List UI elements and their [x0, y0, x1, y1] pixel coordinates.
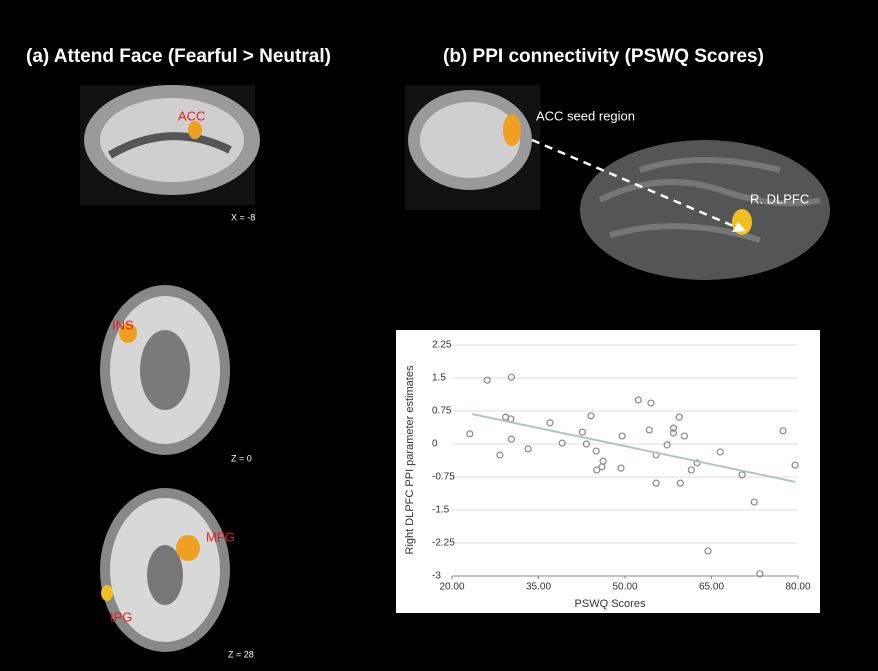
coordinate-label: Z = 0	[231, 453, 252, 463]
coordinate-label: Z = 28	[228, 649, 254, 659]
region-label: MFG	[206, 529, 235, 544]
annotation: R. DLPFC	[750, 191, 809, 206]
page: {"panels": {"a": {"title": "(a) Attend F…	[0, 0, 878, 671]
annotation: ACC seed region	[536, 108, 635, 123]
brain-sagittal	[80, 85, 260, 205]
y-tick-label: 0.75	[432, 406, 452, 417]
brain-axial	[100, 488, 230, 652]
region-label: IPG	[110, 609, 132, 624]
region-label: ACC	[178, 108, 205, 123]
y-tick-label: -2.25	[432, 538, 455, 549]
y-tick-label: 1.5	[432, 373, 446, 384]
y-tick-label: -3	[432, 571, 441, 582]
y-tick-label: 2.25	[432, 340, 452, 351]
x-tick-label: 35.00	[526, 582, 551, 593]
plot-panel	[396, 330, 820, 613]
x-tick-label: 20.00	[439, 582, 464, 593]
coordinate-label: X = -8	[231, 212, 255, 222]
panel-title: (a) Attend Face (Fearful > Neutral)	[26, 46, 331, 67]
x-tick-label: 80.00	[785, 582, 810, 593]
x-tick-label: 65.00	[699, 582, 724, 593]
panel-title: (b) PPI connectivity (PSWQ Scores)	[443, 46, 764, 67]
y-tick-label: 0	[432, 439, 438, 450]
x-tick-label: 50.00	[612, 582, 637, 593]
y-axis-title: Right DLPFC PPI parameter estimates	[404, 365, 416, 554]
figure: (a) Attend Face (Fearful > Neutral) (b) …	[0, 0, 878, 666]
y-tick-label: -0.75	[432, 472, 455, 483]
brain-axial	[100, 285, 230, 455]
y-tick-label: -1.5	[432, 505, 450, 516]
brain-sagittal-small	[405, 85, 540, 210]
cortex-surface	[580, 140, 830, 280]
region-label: INS	[112, 317, 134, 332]
x-axis-title: PSWQ Scores	[575, 598, 646, 610]
